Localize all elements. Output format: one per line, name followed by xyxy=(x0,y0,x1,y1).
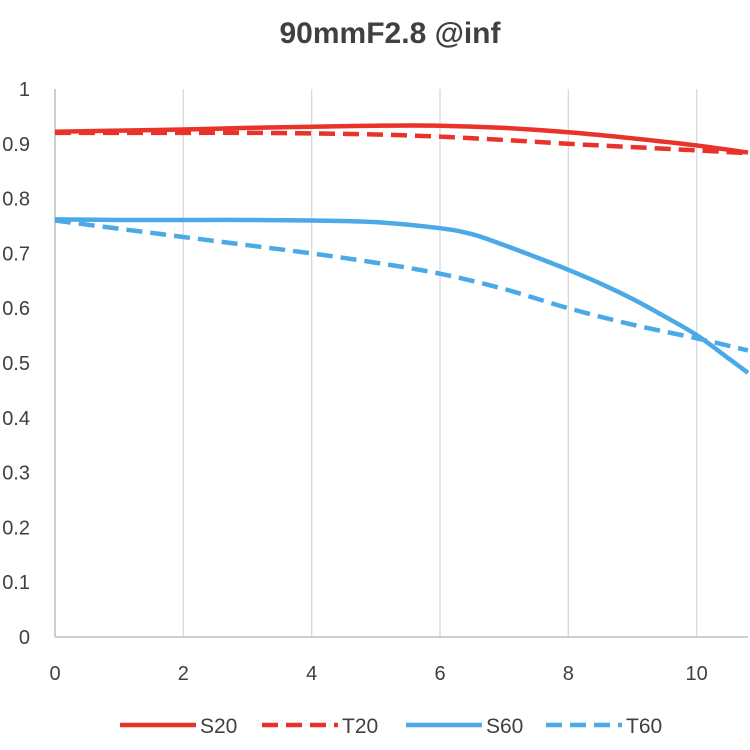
legend: S20 T20 S60 T60 xyxy=(120,715,662,738)
x-tick-label: 0 xyxy=(49,663,60,685)
x-tick-label: 6 xyxy=(434,663,445,685)
y-tick-label: 0.4 xyxy=(2,408,30,430)
x-tick-label: 10 xyxy=(686,663,708,685)
y-tick-label: 0.5 xyxy=(2,353,30,375)
legend-label-s60: S60 xyxy=(486,715,523,738)
axis-layer: 00.10.20.30.40.50.60.70.80.910 2 4 6 8 10 xyxy=(2,79,748,685)
y-tick-label: 0.3 xyxy=(2,463,30,485)
grid-layer xyxy=(182,89,698,637)
chart-title: 90mmF2.8 @inf xyxy=(280,17,502,50)
legend-label-t20: T20 xyxy=(342,715,378,738)
legend-label-s20: S20 xyxy=(200,715,237,738)
y-tick-label: 0.2 xyxy=(2,517,30,539)
y-tick-label: 0.7 xyxy=(2,243,30,265)
series-layer xyxy=(54,123,750,375)
series-line-t60 xyxy=(54,218,749,353)
y-tick-label: 0.1 xyxy=(2,572,30,594)
y-tick-label: 0.8 xyxy=(2,189,30,211)
x-tick-label: 4 xyxy=(306,663,317,685)
legend-label-t60: T60 xyxy=(626,715,662,738)
series-line-t20 xyxy=(54,130,749,156)
y-tick-label: 0.6 xyxy=(2,298,30,320)
y-tick-label: 1 xyxy=(19,79,30,101)
x-tick-label: 2 xyxy=(178,663,189,685)
series-line-s20 xyxy=(54,123,749,155)
y-tick-label: 0 xyxy=(19,627,30,649)
y-tick-label: 0.9 xyxy=(2,134,30,156)
x-tick-label: 8 xyxy=(563,663,574,685)
series-line-s60 xyxy=(54,217,750,375)
